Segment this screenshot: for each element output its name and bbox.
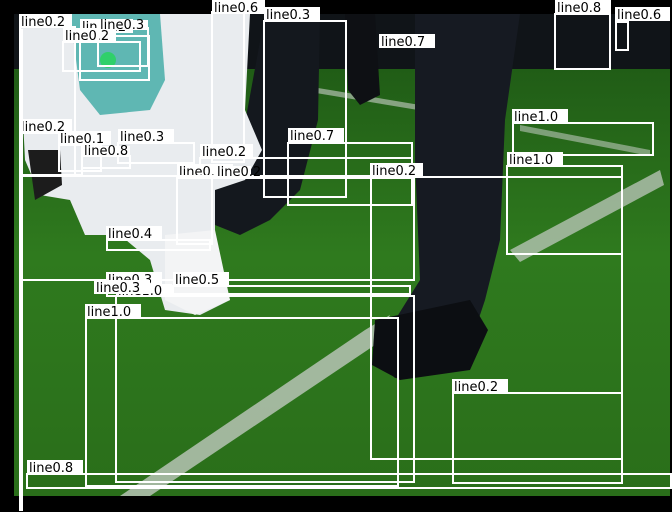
detection-label: line0.8 [557,1,601,16]
detection-label: line0.2 [372,164,416,179]
label-bg [512,109,568,123]
detection-box [172,285,411,295]
detection-box [115,295,415,483]
label-bg [118,129,174,143]
background-leg [345,14,380,105]
label-bg [98,20,148,30]
label-bg [452,379,508,393]
detection: line0.3 [117,129,195,164]
detection-box [85,317,399,487]
detection: line1.0 [512,109,654,156]
detection: line0.5 [172,272,411,295]
label-bg [19,119,72,133]
detection-label: line0.3 [96,281,140,296]
detection: line0.4 [106,226,211,251]
label-bg [555,0,611,14]
detection: line0.6 [211,0,265,163]
label-bg [212,0,265,14]
detection-label: line0.7 [290,129,334,144]
detection-label: line1.0 [514,110,558,125]
person-shoe [372,300,488,380]
detection-label: line0.8 [29,461,73,476]
label-bg [63,28,116,42]
frame-edge-box [19,29,23,511]
label-bg [19,14,72,28]
label-bg [173,272,229,286]
label-bg [27,460,83,474]
detection-label: line0.8 [84,144,128,159]
label-bg [106,226,162,240]
label-bg [82,146,130,156]
label-bg [370,163,423,177]
detection-label: line0.3 [100,18,144,33]
person-right-leg [375,14,520,378]
detection-label: line0.2 [21,120,65,135]
detection: line0.7 [379,34,435,50]
detection: line0.2 [19,119,83,176]
detection-box [615,21,629,51]
field-line-diagonal [120,315,390,496]
detection: line0.1 [58,131,111,172]
robot-eye-icon [100,52,116,68]
detection: line0.8 [81,144,131,169]
detection-label: line0.5 [175,273,219,288]
detection-overlays: line0.2 line0.2 line0.2 line0.3 line0.6 … [19,0,672,511]
detection-label: line0.3 [120,130,164,145]
detection: line1.0 [85,304,399,487]
detection-label: line0.2 [21,15,65,30]
detection-label: line0.7 [381,35,425,50]
detection-box [452,392,623,484]
detection-label: line1.0 [87,305,131,320]
detection-label: line0.3 [266,8,310,23]
detection: line0.2 [199,144,413,179]
detection-label: line0.6 [214,1,258,16]
detection-box [512,122,654,156]
detection-label: line1.0 [509,153,553,168]
label-bg [507,152,563,166]
detection-label: line0.1 [60,132,104,147]
field-line-right-top [520,125,650,156]
detection: line0.8 [26,460,672,489]
label-bg [379,34,435,48]
detection-label: line0.2 [217,165,261,180]
label-bg [615,7,670,21]
detection: line0.3 [94,280,150,296]
label-bg [200,144,253,158]
detection: line0.6 [615,7,670,51]
detection-label: line0.4 [108,227,152,242]
detection: line0.8 [554,0,611,70]
detection-label: line0.2 [202,145,246,160]
detection-label: line0.2 [454,380,498,395]
label-bg [58,131,111,145]
field-line-right [510,170,664,262]
label-bg [288,128,344,142]
detection-label: line0.6 [617,8,661,23]
detection: line0.3 [97,18,149,67]
label-bg [85,304,141,318]
label-bg [215,166,251,177]
detection: line0.3 [263,7,347,198]
detection-box [26,473,672,489]
label-bg [264,7,320,21]
detection: line0.2 [452,379,623,484]
label-bg [94,280,150,294]
